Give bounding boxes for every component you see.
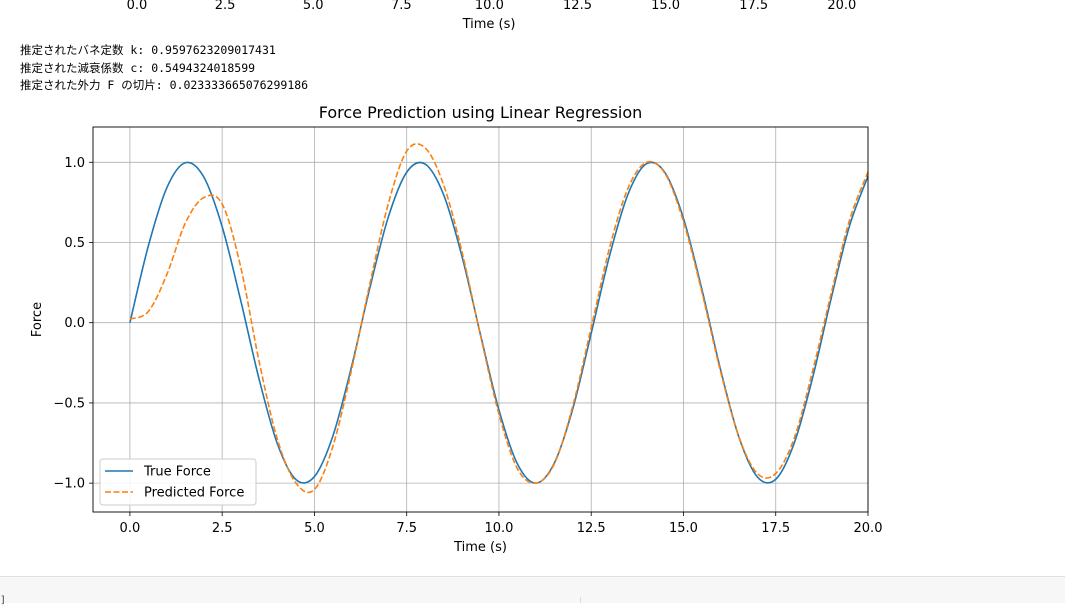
- legend-label: Predicted Force: [144, 486, 244, 501]
- previous-plot-xtick-label: 17.5: [739, 0, 769, 13]
- cell-gutter-marker: ]: [0, 595, 7, 606]
- legend-box: [99, 458, 257, 506]
- x-tick-label: 10.0: [484, 521, 513, 536]
- x-tick-label: 2.5: [212, 521, 233, 536]
- y-tick-label: 0.5: [64, 236, 85, 251]
- x-tick-label: 7.5: [396, 521, 417, 536]
- previous-plot-xtick-label: 2.5: [214, 0, 236, 13]
- cell-separator: [580, 597, 581, 603]
- force-prediction-chart: 0.0 2.5 5.0 7.5 10.0 12.5 15.0 17.5 20.0 −1.0 −0.5…: [30, 103, 883, 555]
- series-line-true-force: [129, 161, 869, 484]
- output-line: 推定された減衰係数 c: 0.5494324018599: [20, 60, 256, 75]
- previous-plot-xtick-label: 20.0: [827, 0, 857, 13]
- previous-plot-xtick-label: 5.0: [302, 0, 324, 13]
- legend: True Force Predicted Force: [99, 458, 257, 506]
- x-tick-label: 12.5: [577, 521, 606, 536]
- series-line-predicted-force: [129, 143, 869, 494]
- cell-divider: [0, 576, 1065, 577]
- previous-plot-xlabel: Time (s): [462, 17, 516, 32]
- output-line: 推定された外力 F の切片: 0.023333665076299186: [20, 78, 309, 92]
- y-tick-label: 0.0: [64, 316, 85, 331]
- chart-title: Force Prediction using Linear Regression: [319, 103, 643, 122]
- x-tick-label: 0.0: [120, 521, 141, 536]
- previous-plot-xtick-label: 0.0: [126, 0, 148, 13]
- x-tick-label: 17.5: [761, 521, 790, 536]
- y-tick-label: −0.5: [53, 396, 85, 411]
- y-axis-label: Force: [30, 302, 45, 337]
- x-axis-label: Time (s): [453, 540, 507, 555]
- previous-plot-xtick-label: 12.5: [563, 0, 592, 13]
- previous-plot-axis: 0.0 2.5 5.0 7.5 10.0 12.5 15.0 17.5 20.0 Time (s…: [0, 0, 1065, 36]
- y-tick-label: −1.0: [53, 477, 85, 492]
- cell-output-text: 推定されたバネ定数 k: 0.9597623209017431 推定された減衰係数…: [20, 42, 308, 95]
- previous-plot-xtick-label: 15.0: [651, 0, 681, 13]
- y-tick-label: 1.0: [64, 156, 85, 171]
- previous-plot-xtick-label: 7.5: [390, 0, 412, 13]
- plot-frame: [92, 126, 869, 513]
- legend-label: True Force: [143, 465, 211, 480]
- x-tick-label: 20.0: [854, 521, 883, 536]
- previous-plot-xtick-label: 10.0: [474, 0, 504, 13]
- x-tick-label: 15.0: [669, 521, 698, 536]
- x-tick-label: 5.0: [304, 521, 325, 536]
- next-code-cell[interactable]: [0, 577, 1065, 603]
- output-line: 推定されたバネ定数 k: 0.9597623209017431: [20, 43, 276, 57]
